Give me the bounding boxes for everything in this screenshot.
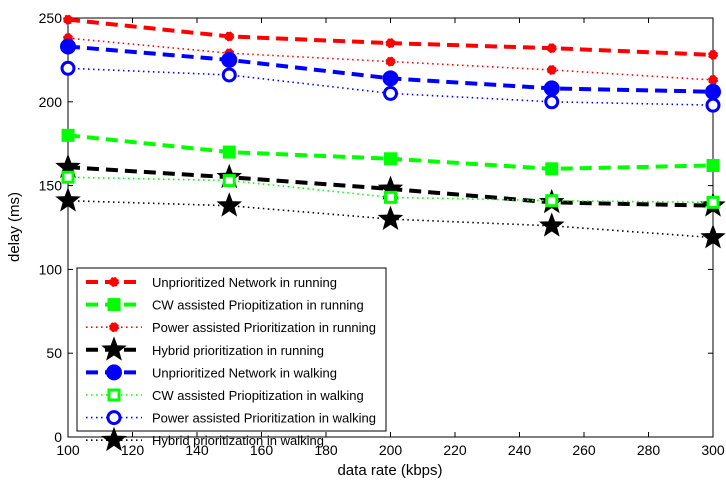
data-point <box>705 97 721 113</box>
series-8 <box>55 187 726 249</box>
x-tick-label: 280 <box>637 442 661 458</box>
legend: Unprioritized Network in running CW assis… <box>76 267 387 452</box>
data-point <box>383 85 398 101</box>
axis-ticks: 100 120 140 160 180 200 220 240 260 280 300 0 50 100 1… <box>39 10 725 458</box>
data-point <box>60 38 76 55</box>
data-point <box>61 128 75 142</box>
legend-marker <box>107 388 121 402</box>
legend-label: Hybrid prioritization in running <box>152 343 324 358</box>
x-tick-label: 200 <box>379 442 403 458</box>
legend-label: CW assisted Priopitization in running <box>152 298 364 313</box>
legend-item: CW assisted Priopitization in running <box>86 298 364 313</box>
y-tick-label: 200 <box>39 94 63 110</box>
legend-item: Power assisted Prioritization in running <box>86 320 376 335</box>
y-tick-label: 0 <box>54 429 62 445</box>
x-tick-label: 240 <box>508 442 532 458</box>
x-tick-label: 260 <box>572 442 596 458</box>
legend-marker <box>106 410 122 426</box>
x-tick-label: 220 <box>443 442 467 458</box>
x-tick-label: 180 <box>314 442 338 458</box>
legend-item: Hybrid prioritization in running <box>86 336 324 361</box>
data-point <box>708 49 718 60</box>
data-point <box>545 162 559 176</box>
data-point <box>377 205 404 230</box>
data-point <box>705 83 721 100</box>
data-point <box>545 194 559 208</box>
legend-marker <box>101 426 127 452</box>
data-point <box>384 152 397 166</box>
data-point <box>60 60 76 76</box>
y-tick-label: 100 <box>39 261 63 277</box>
y-tick-label: 50 <box>46 345 62 361</box>
data-point <box>546 64 557 75</box>
legend-item: CW assisted Priopitization in walking <box>86 388 364 403</box>
x-tick-label: 140 <box>185 442 209 458</box>
y-tick-label: 150 <box>39 178 63 194</box>
series-1 <box>63 14 718 60</box>
legend-item: Hybrid prioritization in walking <box>86 426 324 452</box>
data-point <box>216 192 243 217</box>
data-point <box>221 51 238 68</box>
data-point <box>543 80 560 97</box>
data-point <box>61 170 75 184</box>
legend-item: Unprioritized Network in running <box>86 275 337 290</box>
legend-marker <box>107 298 121 312</box>
data-point <box>385 38 396 49</box>
data-point <box>700 224 726 249</box>
series-layer <box>55 14 726 249</box>
legend-label: Power assisted Prioritization in walking <box>152 411 376 426</box>
data-point <box>706 158 720 172</box>
y-tick-label: 250 <box>39 10 63 26</box>
data-point <box>544 94 560 110</box>
x-tick-label: 160 <box>250 442 274 458</box>
data-point <box>221 67 237 83</box>
data-point <box>382 70 399 87</box>
data-point <box>538 212 565 237</box>
legend-label: Unprioritized Network in running <box>152 275 337 290</box>
series-5 <box>60 38 721 100</box>
series-7 <box>60 60 721 113</box>
legend-marker <box>109 322 119 333</box>
x-tick-label: 100 <box>56 442 80 458</box>
x-tick-label: 120 <box>121 442 145 458</box>
data-point <box>222 174 236 188</box>
data-point <box>706 195 720 209</box>
x-axis-label: data rate (kbps) <box>337 462 442 479</box>
data-point <box>222 145 236 159</box>
y-axis-label: delay (ms) <box>6 192 23 262</box>
data-point <box>55 187 81 212</box>
legend-marker <box>106 364 122 381</box>
data-point <box>385 56 396 67</box>
data-point <box>63 14 73 25</box>
data-point <box>224 31 235 42</box>
legend-item: Power assisted Prioritization in walking <box>86 410 376 426</box>
legend-marker <box>101 336 127 361</box>
legend-label: Power assisted Prioritization in running <box>152 320 376 335</box>
x-tick-label: 300 <box>701 442 725 458</box>
legend-label: Hybrid prioritization in walking <box>152 433 324 448</box>
series-6 <box>61 170 720 209</box>
data-point <box>384 190 397 204</box>
data-point <box>546 43 557 54</box>
legend-item: Unprioritized Network in walking <box>86 364 337 381</box>
legend-marker <box>109 277 119 287</box>
series-2 <box>61 128 720 176</box>
legend-label: Unprioritized Network in walking <box>152 365 337 380</box>
data-point <box>708 75 718 86</box>
legend-label: CW assisted Priopitization in walking <box>152 388 364 403</box>
